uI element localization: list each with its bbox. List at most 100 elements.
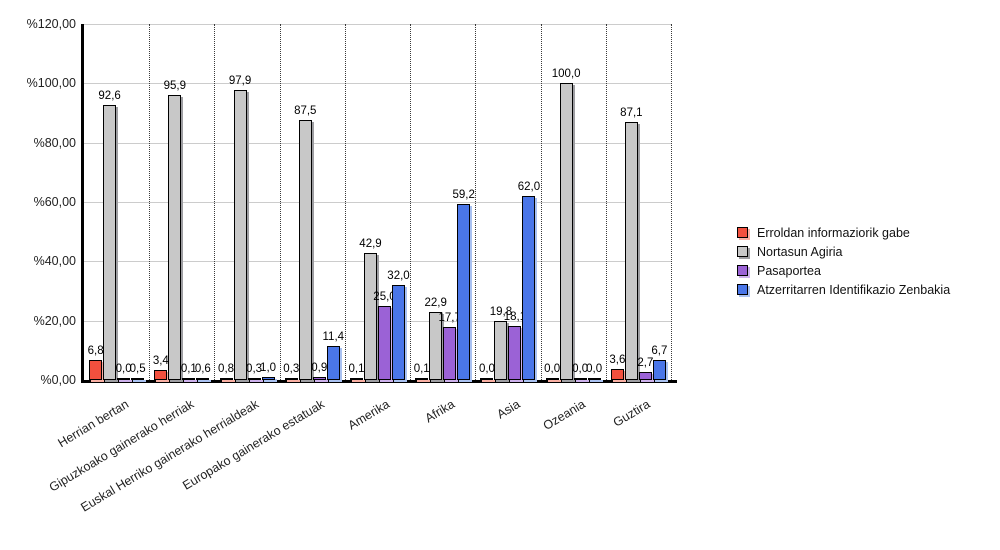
y-axis-label: %120,00 [26, 17, 76, 31]
category-separator [345, 24, 346, 380]
bar-euskal-herriko-gainerako-herrialdeak-s3 [261, 377, 275, 380]
bar-europako-gainerako-estatuak-s3 [326, 346, 340, 380]
bar-ozeania-s1 [559, 83, 573, 380]
y-axis-line [81, 24, 84, 383]
x-axis-label: Guztira [610, 397, 653, 430]
category-separator [149, 24, 150, 380]
bar-herrian-bertan-s3 [131, 378, 145, 380]
value-label: 0,1 [413, 363, 430, 375]
category-separator [606, 24, 607, 380]
value-label: 0,3 [283, 363, 300, 375]
category-separator [541, 24, 542, 380]
gridline [84, 142, 671, 144]
gridline [84, 83, 671, 85]
value-label: 0,0 [478, 363, 495, 375]
category-separator [671, 24, 672, 380]
bar-gipuzkoako-gainerako-herriak-s3 [196, 378, 210, 380]
bar-afrika-s0 [415, 378, 429, 380]
value-label: 42,9 [359, 238, 382, 250]
gridline [84, 202, 671, 203]
bar-herrian-bertan-s2 [117, 378, 131, 380]
y-axis-label: %100,00 [26, 76, 76, 91]
x-axis-line [81, 380, 677, 383]
legend-label: Atzerritarren Identifikazio Zenbakia [757, 282, 951, 297]
value-label: 6,8 [87, 345, 104, 357]
bar-afrika-s2 [443, 327, 457, 380]
legend-item: Pasaportea [737, 263, 950, 278]
bar-herrian-bertan-s0 [89, 360, 103, 380]
bar-ozeania-s0 [545, 378, 559, 380]
x-axis-label: Asia [494, 397, 523, 422]
gridline [84, 261, 671, 263]
x-axis-label: Ozeania [540, 397, 588, 433]
x-axis-label: Amerika [345, 397, 392, 433]
value-label: 0,3 [246, 363, 263, 375]
legend-label: Erroldan informaziorik gabe [757, 225, 910, 240]
gridline [84, 24, 671, 25]
legend-label: Pasaportea [757, 263, 821, 278]
value-label: 0,9 [311, 362, 328, 374]
value-label: 0,8 [218, 363, 235, 375]
bar-asia-s3 [522, 196, 536, 380]
legend: Erroldan informaziorik gabe Nortasun Agir… [737, 226, 950, 302]
legend-swatch-icon [737, 265, 748, 276]
value-label: 97,9 [228, 75, 252, 87]
value-label: 0,0 [572, 363, 589, 375]
bar-amerika-s0 [350, 378, 363, 380]
value-label: 0,1 [348, 363, 365, 375]
bar-amerika-s1 [364, 253, 377, 380]
bar-guztira-s1 [624, 122, 638, 380]
value-label: 59,2 [452, 189, 475, 201]
value-label: 1,0 [260, 362, 277, 374]
bar-amerika-s3 [392, 285, 405, 380]
bar-ozeania-s3 [587, 378, 601, 380]
bar-asia-s2 [508, 326, 522, 380]
value-label: 100,0 [551, 68, 581, 80]
value-label: 0,1 [180, 363, 197, 375]
legend-item: Nortasun Agiria [737, 245, 950, 259]
category-separator [214, 24, 215, 380]
value-label: 87,5 [294, 105, 317, 117]
y-axis-label: %20,00 [33, 313, 76, 328]
value-label: 0,0 [586, 363, 603, 375]
value-label: 11,4 [322, 331, 345, 343]
y-axis-label: %0,00 [40, 373, 76, 387]
bar-europako-gainerako-estatuak-s0 [284, 378, 298, 380]
value-label: 0,6 [194, 363, 211, 375]
bar-gipuzkoako-gainerako-herriak-s0 [154, 370, 168, 380]
legend-swatch-icon [737, 227, 748, 238]
value-label: 6,7 [651, 345, 668, 357]
legend-item: Atzerritarren Identifikazio Zenbakia [737, 282, 951, 297]
value-label: 17,7 [438, 312, 461, 324]
legend-swatch-icon [737, 246, 748, 257]
category-separator [280, 24, 281, 380]
bar-asia-s0 [480, 378, 494, 380]
bar-guztira-s0 [610, 369, 624, 380]
value-label: 18,1 [503, 311, 527, 323]
value-label: 3,4 [152, 355, 169, 367]
legend-swatch-icon [737, 284, 748, 295]
x-axis-label: Afrika [422, 397, 457, 426]
bar-europako-gainerako-estatuak-s2 [312, 377, 326, 380]
bar-asia-s1 [494, 321, 508, 380]
value-label: 3,6 [609, 354, 626, 366]
value-label: 87,1 [620, 107, 643, 119]
value-label: 19,8 [489, 306, 513, 318]
value-label: 22,9 [424, 297, 447, 309]
bar-euskal-herriko-gainerako-herrialdeak-s0 [219, 378, 233, 380]
bar-euskal-herriko-gainerako-herrialdeak-s1 [233, 90, 247, 380]
bar-guztira-s2 [638, 372, 652, 380]
value-label: 92,6 [98, 90, 121, 102]
value-label: 2,7 [637, 357, 654, 369]
category-separator [475, 24, 476, 380]
bar-amerika-s2 [378, 306, 391, 380]
bar-gipuzkoako-gainerako-herriak-s2 [182, 378, 196, 380]
y-axis-label: %60,00 [33, 195, 76, 209]
legend-item: Erroldan informaziorik gabe [737, 225, 950, 240]
value-label: 32,0 [387, 270, 410, 282]
y-axis-label: %40,00 [33, 254, 76, 269]
bar-gipuzkoako-gainerako-herriak-s1 [168, 95, 182, 380]
value-label: 0,0 [115, 363, 132, 375]
value-label: 25,0 [373, 291, 396, 303]
